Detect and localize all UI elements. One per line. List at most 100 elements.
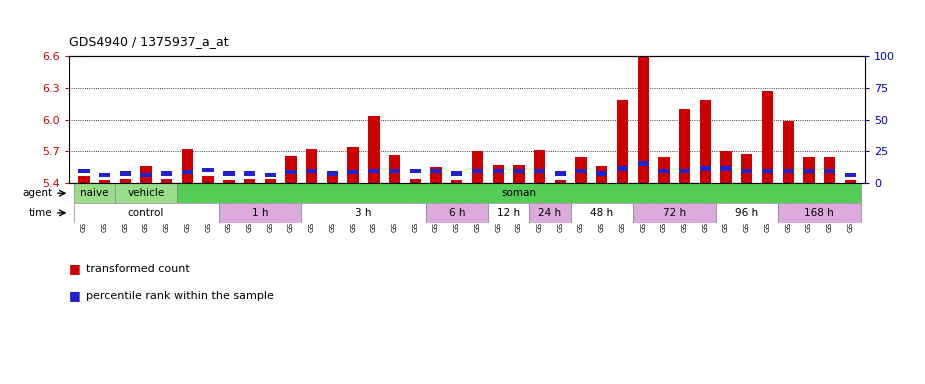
Bar: [803, 157, 815, 184]
Bar: [596, 166, 608, 184]
Bar: [492, 166, 504, 184]
Text: ■: ■: [69, 289, 81, 302]
Bar: [327, 176, 339, 184]
Bar: [218, 203, 302, 223]
Bar: [741, 154, 753, 184]
Bar: [783, 169, 794, 173]
Text: transformed count: transformed count: [86, 264, 190, 274]
Bar: [617, 166, 628, 170]
Bar: [451, 172, 462, 176]
Bar: [803, 169, 815, 173]
Bar: [223, 180, 235, 184]
Bar: [637, 56, 649, 184]
Bar: [534, 151, 546, 184]
Bar: [571, 203, 633, 223]
Bar: [306, 169, 317, 173]
Text: 12 h: 12 h: [497, 208, 520, 218]
Bar: [203, 176, 214, 184]
Text: 72 h: 72 h: [662, 208, 685, 218]
Bar: [285, 156, 297, 184]
Text: naive: naive: [80, 188, 108, 198]
Bar: [348, 170, 359, 174]
Bar: [181, 170, 193, 174]
Bar: [119, 179, 131, 184]
Text: percentile rank within the sample: percentile rank within the sample: [86, 291, 274, 301]
Bar: [534, 169, 546, 173]
Bar: [244, 179, 255, 184]
Bar: [575, 157, 586, 184]
Bar: [513, 166, 524, 184]
Bar: [555, 180, 566, 184]
Bar: [99, 173, 110, 177]
Bar: [762, 169, 773, 173]
Bar: [181, 149, 193, 184]
Bar: [161, 179, 172, 184]
Bar: [73, 184, 115, 203]
Bar: [716, 203, 778, 223]
Bar: [73, 203, 218, 223]
Bar: [115, 184, 177, 203]
Bar: [302, 203, 426, 223]
Bar: [824, 157, 835, 184]
Text: 168 h: 168 h: [805, 208, 834, 218]
Bar: [327, 172, 339, 176]
Bar: [285, 170, 297, 174]
Bar: [410, 179, 421, 184]
Bar: [265, 179, 276, 184]
Bar: [426, 203, 487, 223]
Bar: [699, 166, 711, 170]
Text: 48 h: 48 h: [590, 208, 613, 218]
Bar: [659, 157, 670, 184]
Text: 24 h: 24 h: [538, 208, 561, 218]
Text: vehicle: vehicle: [128, 188, 165, 198]
Text: GDS4940 / 1375937_a_at: GDS4940 / 1375937_a_at: [69, 35, 229, 48]
Bar: [141, 173, 152, 177]
Bar: [244, 172, 255, 176]
Bar: [845, 173, 856, 177]
Bar: [783, 121, 794, 184]
Bar: [617, 100, 628, 184]
Bar: [487, 203, 529, 223]
Bar: [348, 147, 359, 184]
Bar: [306, 149, 317, 184]
Text: 3 h: 3 h: [355, 208, 372, 218]
Bar: [679, 169, 690, 173]
Bar: [451, 180, 462, 184]
Bar: [472, 169, 483, 173]
Bar: [410, 169, 421, 173]
Bar: [699, 100, 711, 184]
Bar: [596, 172, 608, 176]
Bar: [778, 203, 861, 223]
Bar: [99, 180, 110, 184]
Bar: [659, 169, 670, 173]
Bar: [430, 169, 442, 173]
Bar: [637, 161, 649, 166]
Bar: [79, 169, 90, 173]
Text: agent: agent: [23, 188, 53, 198]
Bar: [555, 172, 566, 176]
Bar: [472, 151, 483, 184]
Bar: [633, 203, 716, 223]
Bar: [177, 184, 861, 203]
Bar: [265, 173, 276, 177]
Bar: [824, 169, 835, 173]
Text: 96 h: 96 h: [735, 208, 758, 218]
Bar: [119, 172, 131, 176]
Bar: [529, 203, 571, 223]
Text: time: time: [30, 208, 53, 218]
Bar: [679, 109, 690, 184]
Bar: [741, 169, 753, 173]
Bar: [203, 168, 214, 172]
Bar: [368, 169, 379, 173]
Bar: [721, 166, 732, 170]
Bar: [492, 169, 504, 173]
Bar: [388, 155, 401, 184]
Bar: [368, 116, 379, 184]
Text: ■: ■: [69, 262, 81, 275]
Text: 1 h: 1 h: [252, 208, 268, 218]
Bar: [845, 180, 856, 184]
Text: soman: soman: [501, 188, 536, 198]
Bar: [388, 169, 401, 173]
Bar: [79, 176, 90, 184]
Bar: [513, 169, 524, 173]
